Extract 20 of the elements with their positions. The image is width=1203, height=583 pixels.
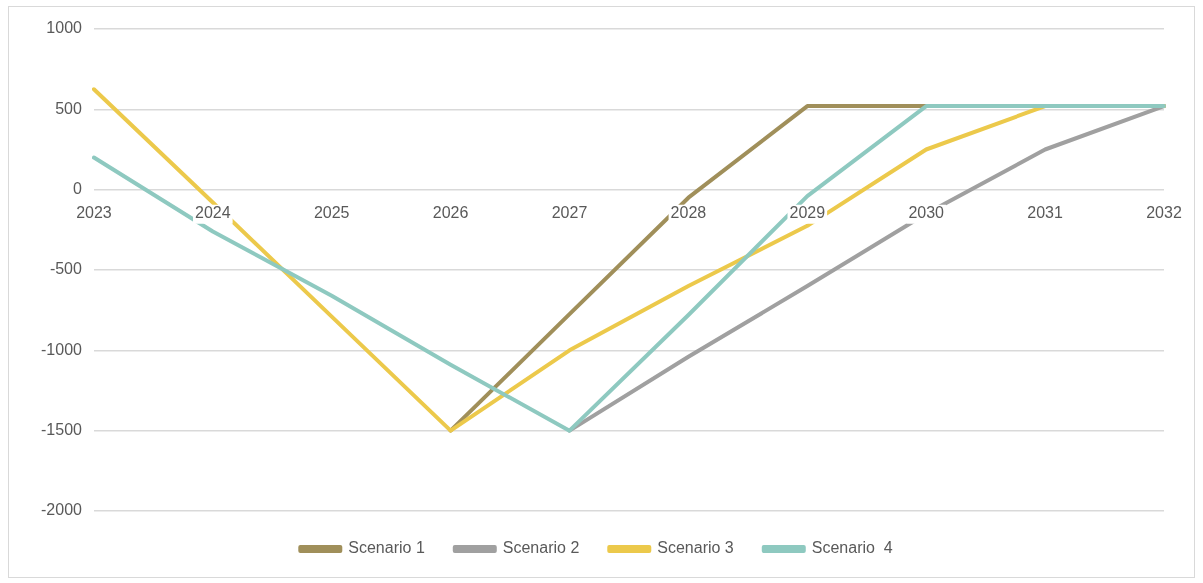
x-tick-label: 2027 xyxy=(551,204,588,222)
y-tick-label: 1000 xyxy=(46,19,83,37)
x-tick-label: 2028 xyxy=(670,204,707,222)
x-tick-label: 2032 xyxy=(1146,204,1182,222)
x-tick-label: 2024 xyxy=(195,204,231,222)
y-tick-label: -500 xyxy=(49,260,83,278)
legend-label: Scenario 2 xyxy=(502,539,580,557)
legend-label: Scenario 4 xyxy=(811,539,893,557)
legend-label: Scenario 3 xyxy=(657,539,734,557)
x-tick-label: 2023 xyxy=(76,204,112,222)
x-tick-label: 2025 xyxy=(313,204,350,222)
y-tick-label: -1000 xyxy=(41,340,83,358)
y-tick-label: 500 xyxy=(55,99,83,117)
x-tick-label: 2031 xyxy=(1027,204,1063,222)
x-tick-label: 2026 xyxy=(432,204,469,222)
y-tick-label: -2000 xyxy=(41,501,83,519)
y-tick-label: 0 xyxy=(73,180,83,198)
y-tick-label: -1500 xyxy=(41,421,83,439)
legend-label: Scenario 1 xyxy=(348,539,425,557)
x-tick-label: 2029 xyxy=(789,204,826,222)
